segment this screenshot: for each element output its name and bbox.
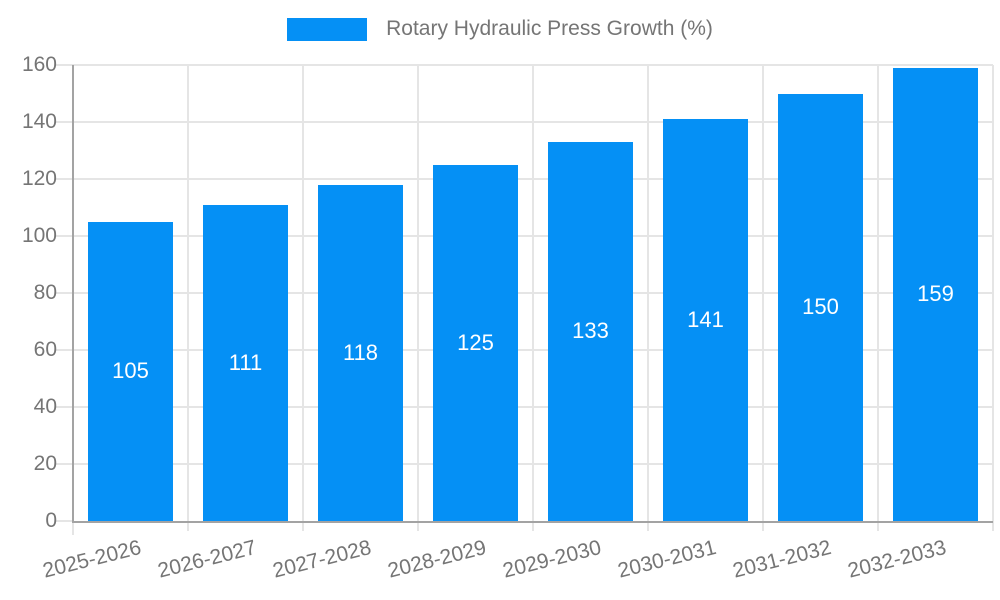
y-tick-label: 80 bbox=[33, 281, 57, 304]
bar[interactable] bbox=[88, 221, 173, 521]
bar-value-label: 141 bbox=[687, 307, 724, 333]
legend[interactable]: Rotary Hydraulic Press Growth (%) bbox=[0, 17, 1000, 41]
y-tick-label: 120 bbox=[21, 167, 57, 190]
bar-value-label: 125 bbox=[457, 329, 494, 355]
y-tick-label: 100 bbox=[21, 224, 57, 247]
gridline-horizontal bbox=[55, 463, 993, 465]
bar-value-label: 150 bbox=[802, 294, 839, 320]
bar-value-label: 133 bbox=[572, 318, 609, 344]
x-axis-tick bbox=[72, 523, 74, 535]
gridline-horizontal bbox=[55, 406, 993, 408]
x-axis-line bbox=[72, 521, 993, 523]
legend-label: Rotary Hydraulic Press Growth (%) bbox=[386, 17, 713, 40]
bar[interactable] bbox=[548, 141, 633, 521]
bar[interactable] bbox=[433, 164, 518, 521]
gridline-horizontal bbox=[55, 121, 993, 123]
gridline-horizontal bbox=[55, 235, 993, 237]
gridline-vertical bbox=[417, 65, 419, 531]
gridline-horizontal bbox=[55, 292, 993, 294]
gridline-vertical bbox=[187, 65, 189, 531]
gridline-vertical bbox=[532, 65, 534, 531]
y-tick-label: 60 bbox=[33, 338, 57, 361]
y-tick-label: 0 bbox=[45, 509, 57, 532]
bar[interactable] bbox=[893, 67, 978, 521]
y-axis-line bbox=[72, 65, 74, 523]
gridline-vertical bbox=[647, 65, 649, 531]
bar-value-label: 105 bbox=[112, 358, 149, 384]
y-tick-label: 160 bbox=[21, 53, 57, 76]
bar[interactable] bbox=[203, 204, 288, 521]
legend-swatch bbox=[287, 17, 368, 41]
gridline-vertical bbox=[762, 65, 764, 531]
gridline-horizontal bbox=[55, 178, 993, 180]
y-tick-label: 40 bbox=[33, 395, 57, 418]
y-tick-label: 140 bbox=[21, 110, 57, 133]
bar[interactable] bbox=[318, 184, 403, 521]
bar[interactable] bbox=[778, 93, 863, 521]
gridline-vertical bbox=[992, 65, 994, 531]
bar-value-label: 111 bbox=[228, 349, 263, 375]
bar[interactable] bbox=[663, 119, 748, 521]
y-tick-label: 20 bbox=[33, 452, 57, 475]
gridline-horizontal bbox=[55, 64, 993, 66]
gridline-horizontal bbox=[55, 520, 73, 522]
gridline-vertical bbox=[877, 65, 879, 531]
gridline-vertical bbox=[302, 65, 304, 531]
bar-value-label: 118 bbox=[342, 339, 379, 365]
bar-value-label: 159 bbox=[917, 281, 954, 307]
gridline-horizontal bbox=[55, 349, 993, 351]
